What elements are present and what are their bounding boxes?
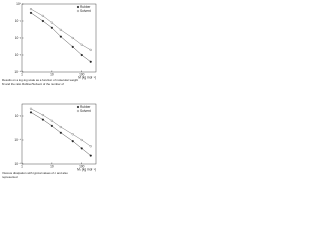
data-point bbox=[71, 36, 74, 40]
x-tick-label: 1 bbox=[21, 164, 23, 168]
y-tick-label: 10⁻² bbox=[15, 114, 21, 118]
y-tick-label: 10⁻⁴ bbox=[14, 70, 21, 74]
data-point bbox=[71, 133, 74, 136]
caption-line: Viscous dissipation with typical values … bbox=[2, 171, 68, 175]
y-tick-label: 10⁻¹ bbox=[15, 19, 21, 23]
x-tick-label: 100 bbox=[79, 164, 85, 168]
x-tick-label: 100 bbox=[79, 72, 85, 76]
caption-line: M and the ratio Rubber/Solvent of the nu… bbox=[2, 82, 64, 86]
data-point bbox=[59, 131, 62, 134]
y-tick-label: 10⁻⁶ bbox=[14, 162, 21, 166]
data-point bbox=[41, 118, 44, 121]
x-axis-label: M (kg mol⁻¹) bbox=[78, 75, 96, 79]
x-tick-label: 1 bbox=[21, 72, 23, 76]
legend-marker bbox=[76, 9, 80, 13]
data-point bbox=[41, 19, 44, 23]
data-point bbox=[71, 45, 74, 48]
legend-marker bbox=[76, 109, 80, 113]
legend-label: Rubber bbox=[80, 105, 91, 109]
data-point bbox=[50, 119, 53, 122]
y-tick-label: 10⁰ bbox=[16, 2, 22, 6]
data-point bbox=[80, 147, 83, 150]
data-point bbox=[50, 26, 53, 29]
data-point bbox=[29, 8, 33, 11]
data-point bbox=[59, 35, 62, 38]
data-point bbox=[59, 125, 62, 129]
x-axis-label: Mᵥ (kg mol⁻¹) bbox=[77, 167, 96, 171]
data-point bbox=[89, 154, 92, 157]
data-point bbox=[71, 140, 74, 143]
data-point bbox=[59, 28, 62, 31]
data-point bbox=[80, 138, 83, 142]
data-point bbox=[50, 124, 53, 127]
data-point bbox=[41, 14, 44, 17]
x-tick-label: 10 bbox=[50, 72, 54, 76]
legend-marker bbox=[76, 105, 80, 109]
legend-marker bbox=[76, 5, 80, 9]
legend-label: Solvent bbox=[80, 109, 91, 113]
legend-label: Rubber bbox=[80, 5, 91, 9]
caption-line: Results on a log-log scale as a function… bbox=[2, 78, 78, 82]
data-point bbox=[50, 21, 53, 24]
data-point bbox=[89, 60, 92, 63]
data-point bbox=[29, 107, 33, 110]
data-point bbox=[41, 113, 44, 117]
y-tick-label: 10⁻² bbox=[15, 36, 21, 40]
data-point bbox=[29, 111, 33, 114]
x-tick-label: 10 bbox=[50, 164, 54, 168]
y-tick-label: 10⁻⁴ bbox=[14, 138, 21, 142]
data-point bbox=[89, 48, 92, 51]
data-point bbox=[29, 11, 33, 14]
plot-frame bbox=[21, 103, 97, 165]
page: 10⁻⁴ 10⁻³ 10⁻² 10⁻¹ 10⁰ 1 10 100 M (kg mol⁻¹) Rub… bbox=[0, 0, 100, 188]
data-point bbox=[80, 43, 83, 46]
legend-label: Solvent bbox=[80, 9, 91, 13]
caption-line: represented bbox=[2, 175, 18, 179]
data-point bbox=[89, 145, 92, 148]
y-tick-label: 10⁻³ bbox=[15, 53, 21, 57]
data-point bbox=[80, 53, 83, 57]
